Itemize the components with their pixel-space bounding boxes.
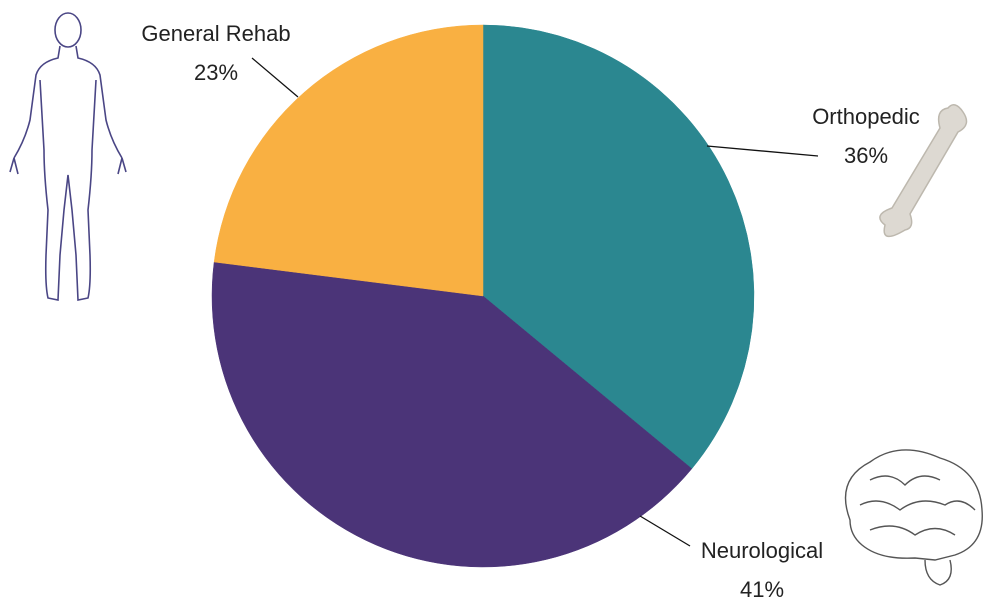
pie (212, 25, 754, 567)
leader-line (707, 146, 818, 156)
leader-line (640, 516, 690, 546)
slice-label: Neurological (701, 538, 823, 563)
slice-label: General Rehab (141, 21, 290, 46)
slice-value-label: 23% (194, 60, 238, 85)
slice-value-label: 41% (740, 577, 784, 599)
pie-slice (214, 25, 483, 296)
brain-icon (846, 450, 983, 585)
leader-line (252, 58, 298, 97)
slice-value-label: 36% (844, 143, 888, 168)
chart: Orthopedic 36% Neurological 41% General Reha… (0, 0, 995, 599)
slice-label: Orthopedic (812, 104, 920, 129)
body-icon (10, 13, 126, 300)
